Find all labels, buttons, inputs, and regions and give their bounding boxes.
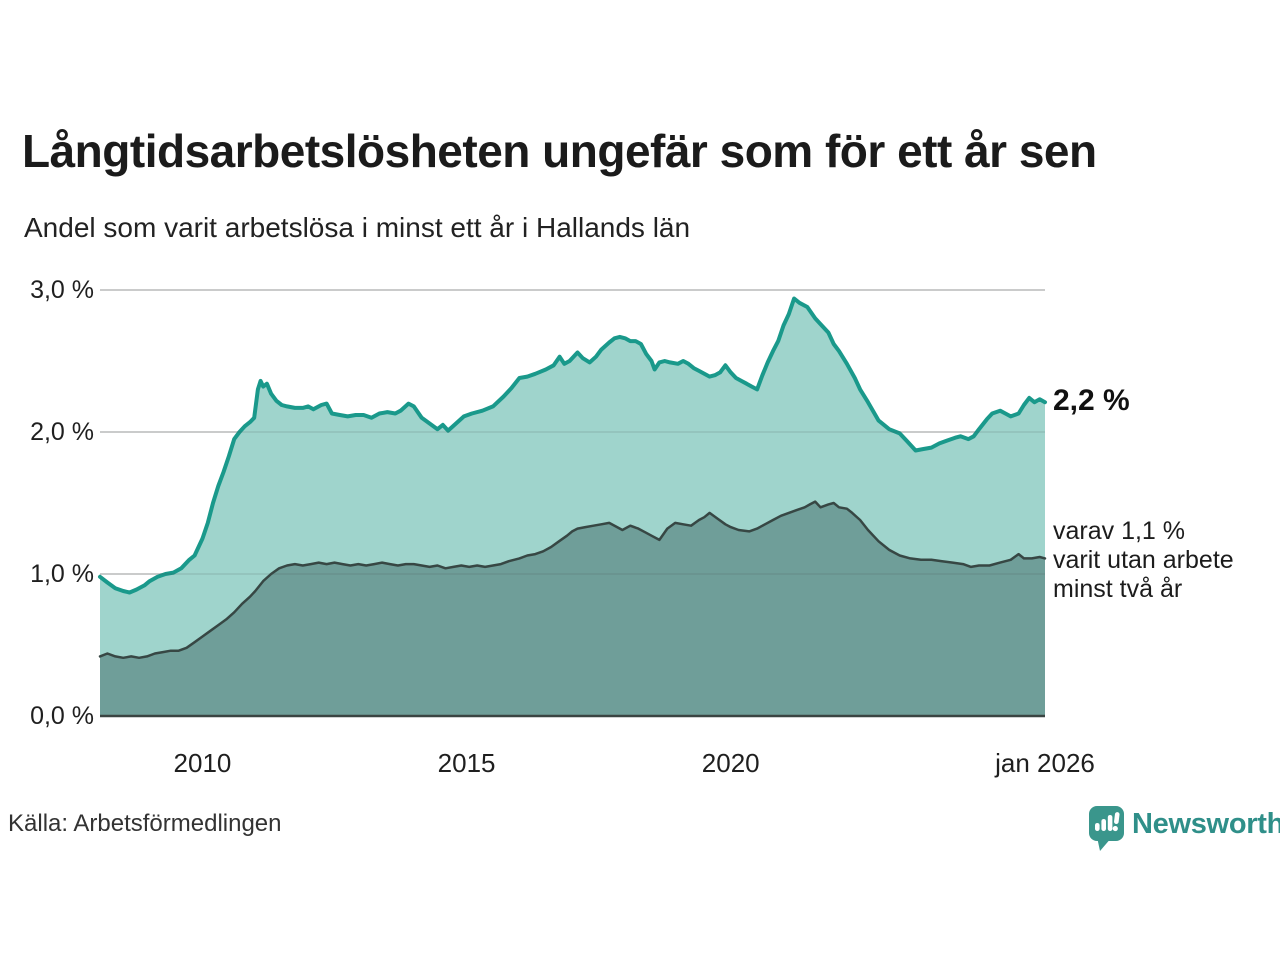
x-tick-label: 2010 [173,748,232,778]
chart-subtitle: Andel som varit arbetslösa i minst ett å… [24,212,691,243]
y-tick-label: 3,0 % [30,276,94,304]
x-tick-label: 2020 [701,748,760,778]
y-tick-label: 0,0 % [30,702,94,730]
brand-wordmark: Newsworthy [1132,808,1280,840]
series-line-1 [98,500,1047,660]
secondary-series-label: varav 1,1 % varit utan arbete minst två … [1053,516,1234,603]
y-tick-label: 1,0 % [30,560,94,588]
y-tick-label: 2,0 % [30,418,94,446]
source-label: Källa: Arbetsförmedlingen [8,810,282,837]
newsworthy-icon [1089,806,1124,851]
series-area-1 [100,501,1045,716]
page-title: Långtidsarbetslösheten ungefär som för e… [22,125,1097,177]
brand-logo: Newsworthy [1088,804,1280,852]
latest-value-label: 2,2 % [1053,384,1130,418]
x-tick-label: 2015 [437,748,496,778]
x-tick-label: jan 2026 [995,748,1095,778]
series-line-0 [98,296,1047,595]
